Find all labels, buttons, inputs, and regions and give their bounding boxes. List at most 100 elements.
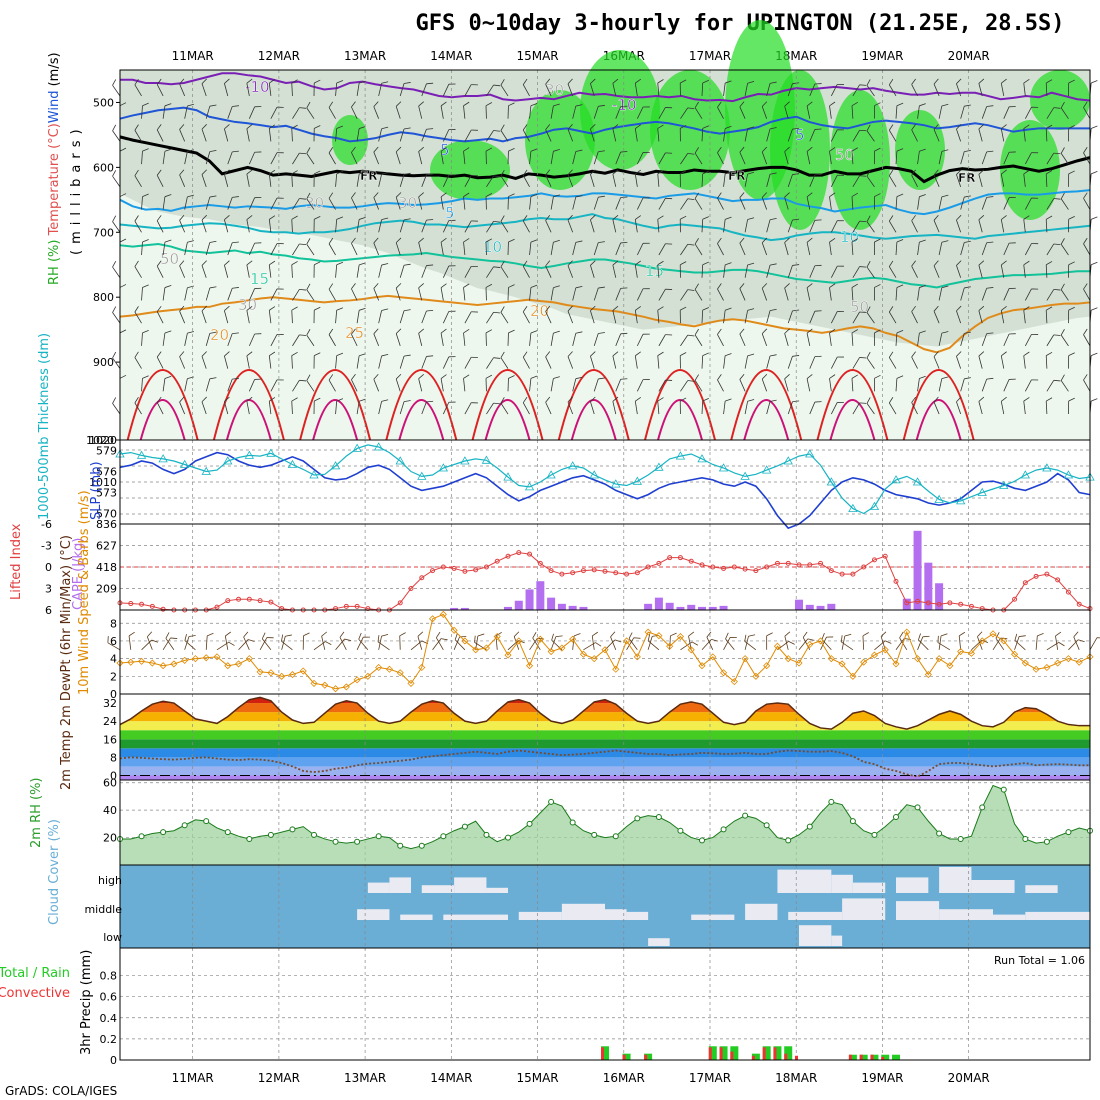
wind-barb-flag — [224, 78, 230, 84]
wind-barb-shaft — [830, 402, 838, 415]
wind-barb-flag — [156, 305, 162, 312]
wind-barb-shaft — [956, 401, 962, 415]
surface-wind-barb-shaft — [377, 641, 390, 651]
wind-barb — [1045, 79, 1053, 96]
surface-wind-barb — [938, 633, 948, 650]
wind-barb-flag — [956, 260, 962, 266]
wind-barb-flag — [299, 152, 307, 155]
wind-barb-flag — [522, 260, 528, 267]
wind-barb-shaft — [500, 312, 509, 324]
wind-barb — [179, 305, 186, 324]
precip-total-bar — [622, 1053, 631, 1060]
wind-barb-flag — [112, 397, 117, 404]
wind-barb-shaft — [224, 128, 229, 142]
wind-barb-shaft — [1060, 289, 1069, 301]
wind-barb — [351, 146, 358, 165]
wind-barb — [179, 260, 186, 278]
wind-barb-shaft — [895, 105, 898, 119]
wind-barb-flag — [598, 150, 605, 153]
wind-barb-shaft — [421, 356, 427, 369]
lifted-ylabel: Lifted Index — [9, 523, 24, 600]
surface-wind-barb-shaft — [744, 641, 757, 651]
wind-barb-flag — [702, 216, 709, 220]
wind-barb-shaft — [440, 378, 444, 392]
wind-barb-flag — [1046, 397, 1053, 402]
wind-barb-flag — [164, 148, 172, 152]
wind-barb — [1045, 397, 1053, 415]
wind-barb — [246, 169, 253, 187]
wind-barb — [567, 214, 574, 233]
wind-barb-shaft — [593, 333, 599, 347]
wind-barb-flag — [426, 128, 434, 130]
wind-barb — [784, 373, 790, 392]
wind-barb-flag — [702, 125, 709, 129]
wind-barb — [981, 287, 994, 301]
rh-marker — [440, 833, 447, 840]
wind-barb-shaft — [464, 129, 472, 142]
wind-barb-shaft — [612, 310, 617, 324]
wind-barb-flag — [1060, 238, 1065, 245]
wind-barb-shaft — [933, 174, 940, 187]
contour-label: FR — [958, 171, 975, 185]
wind-barb-flag — [792, 264, 800, 266]
thickness-tick-label: 576 — [96, 466, 117, 479]
wind-barb-flag — [1053, 152, 1061, 155]
wind-barb-shaft — [634, 401, 638, 415]
wind-barb-shaft — [248, 379, 255, 392]
wind-barb-flag — [306, 374, 311, 381]
cape-bar — [644, 603, 653, 610]
surface-wind-barb-flag — [381, 634, 389, 637]
wind-barb — [657, 351, 664, 369]
lifted-index-marker — [710, 564, 716, 570]
surface-wind-barb-shaft — [874, 640, 886, 651]
wind-barb-shaft — [657, 310, 660, 324]
wind-barb-flag — [187, 194, 194, 198]
wind-barb — [978, 260, 985, 278]
rh-marker — [203, 818, 210, 825]
wind-barb — [593, 332, 605, 347]
wind-barb — [806, 283, 813, 301]
wind-barb-shaft — [141, 196, 143, 210]
wind-barb-shaft — [205, 151, 211, 165]
temp-contour-20 — [119, 294, 1091, 354]
wind-barb-flag — [201, 351, 207, 357]
wind-barb — [395, 283, 402, 301]
wind-barb-flag — [1023, 79, 1030, 84]
wind-barb-shaft — [464, 311, 472, 324]
wind-barb-flag — [1068, 306, 1075, 311]
wind-barb-flag — [314, 397, 321, 402]
wind-barb — [463, 101, 470, 119]
wind-barb-shaft — [956, 128, 962, 142]
wind-barb-shaft — [328, 334, 336, 347]
precip-tick-label: 0.6 — [100, 991, 118, 1004]
wind-barb-flag — [761, 146, 768, 153]
wind-barb-flag — [769, 81, 777, 84]
wind-barb-shaft — [291, 128, 293, 142]
surface-wind-barb-flag — [633, 637, 641, 639]
wind-barb-shaft — [1046, 380, 1055, 392]
wind-barb — [268, 79, 276, 97]
wind-barb-flag — [859, 84, 867, 86]
wind-barb-shaft — [956, 219, 962, 233]
wind-barb-shaft — [852, 402, 860, 415]
surface-wind-barb-flag — [281, 634, 284, 642]
wind-barb-shaft — [829, 105, 832, 119]
wind-barb-flag — [888, 260, 894, 267]
surface-wind-barb-flag — [595, 642, 602, 647]
wind-barb-shaft — [567, 174, 574, 187]
wind-barb-flag — [209, 240, 217, 243]
wind-barb-shaft — [248, 152, 255, 165]
surface-wind-barb-flag — [551, 633, 554, 641]
wind-barb — [529, 375, 538, 392]
wind-barb-shaft — [248, 106, 255, 119]
wind-tick-label: 4 — [110, 653, 117, 666]
wind-barb-flag — [418, 101, 424, 107]
surface-wind-barb-flag — [184, 634, 187, 641]
wind-barb — [809, 310, 822, 324]
wind-barb-flag — [978, 305, 985, 311]
wind-barb-shaft — [156, 84, 164, 97]
wind-barb — [292, 152, 307, 165]
wind-barb — [744, 217, 755, 233]
wind-barb-flag — [933, 396, 939, 403]
wind-barb-flag — [941, 194, 949, 198]
